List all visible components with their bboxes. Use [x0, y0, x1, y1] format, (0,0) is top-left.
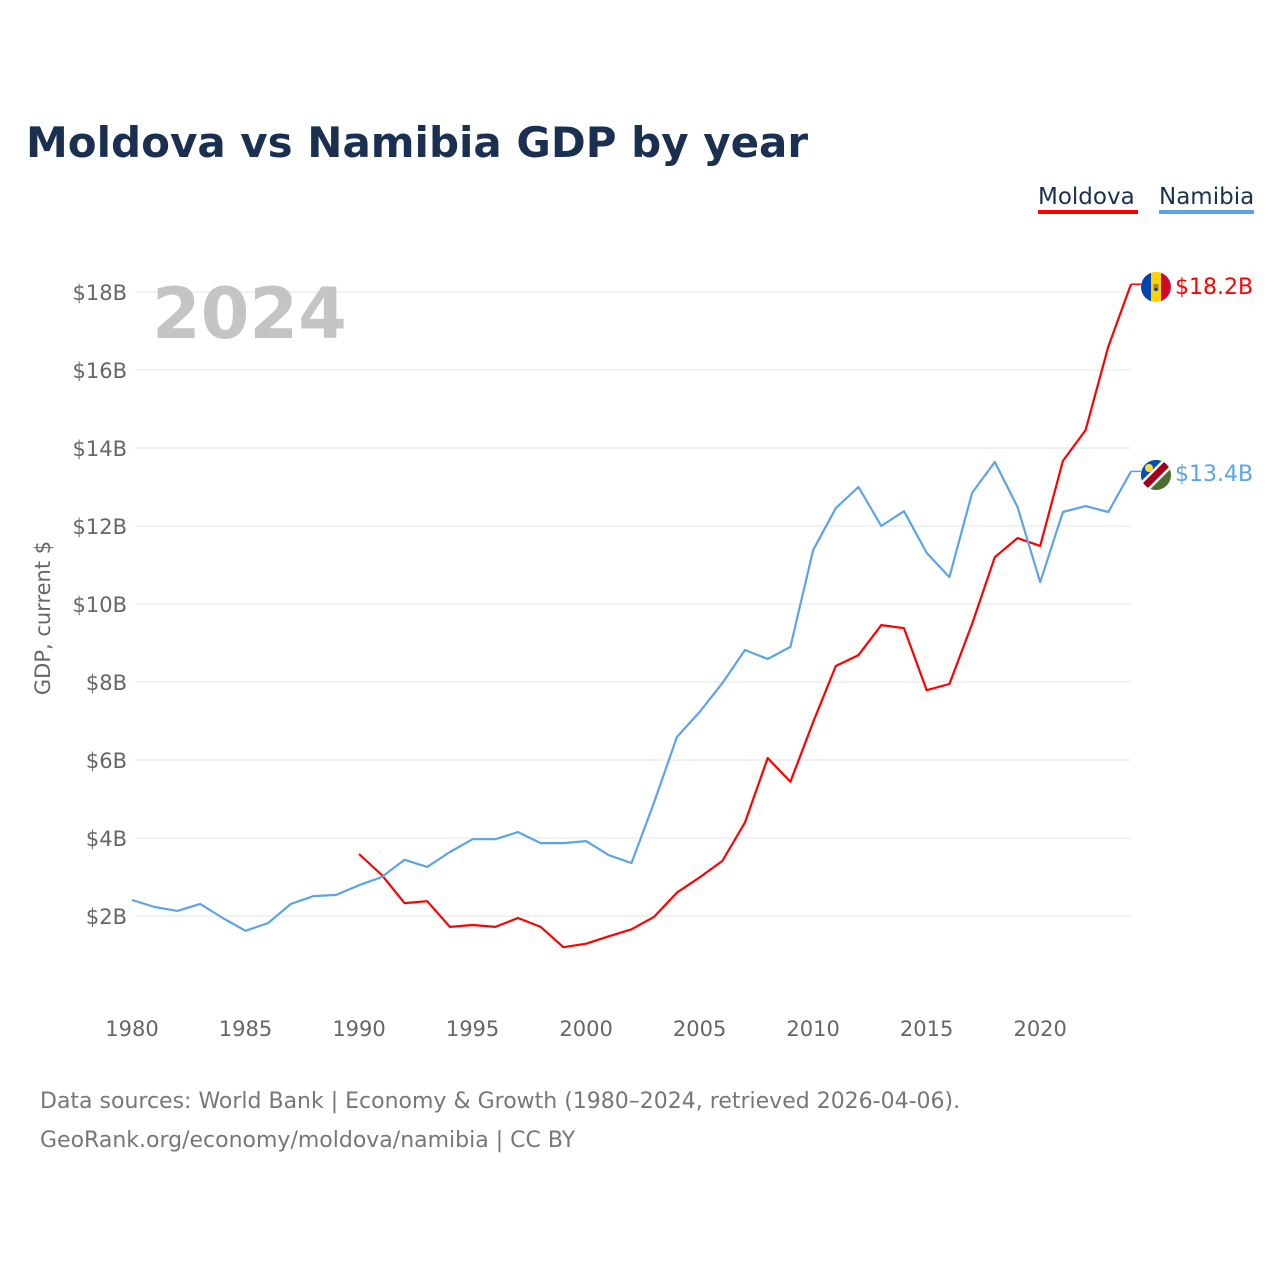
legend-label-moldova: Moldova [1038, 184, 1135, 210]
legend-item-moldova[interactable]: Moldova [1038, 184, 1138, 214]
x-tick-label: 2000 [559, 1017, 612, 1041]
y-tick-label: $10B [73, 593, 128, 617]
x-tick-label: 2020 [1013, 1017, 1066, 1041]
gridlines [135, 291, 1131, 917]
x-tick-label: 1990 [332, 1017, 385, 1041]
y-tick-label: $18B [73, 281, 128, 305]
y-tick-label: $6B [86, 749, 127, 773]
y-tick-label: $12B [73, 515, 128, 539]
chart-title: Moldova vs Namibia GDP by year [26, 118, 808, 167]
y-tick-label: $8B [86, 671, 127, 695]
moldova-end-label: $18.2B [1175, 275, 1253, 300]
x-tick-label: 2005 [673, 1017, 726, 1041]
x-tick-label: 2010 [786, 1017, 839, 1041]
footer-link[interactable]: GeoRank.org/economy/moldova/namibia | CC… [40, 1128, 576, 1153]
year-watermark: 2024 [152, 273, 347, 355]
x-axis-ticks: 1980 1985 1990 1995 2000 2005 2010 2015 2020 [105, 1017, 1067, 1041]
x-tick-label: 2015 [900, 1017, 953, 1041]
series-lines [131, 283, 1141, 949]
y-tick-label: $4B [86, 827, 127, 851]
series-line-moldova [358, 283, 1133, 949]
moldova-flag-icon [1141, 272, 1171, 302]
y-tick-label: $2B [86, 905, 127, 929]
legend-swatch-namibia [1159, 210, 1254, 214]
y-tick-label: $14B [73, 437, 128, 461]
y-tick-label: $16B [73, 359, 128, 383]
y-axis-ticks: $2B $4B $6B $8B $10B $12B $14B $16B $18B [73, 281, 128, 929]
namibia-flag-icon [1141, 460, 1171, 490]
legend-item-namibia[interactable]: Namibia [1159, 184, 1254, 214]
legend-label-namibia: Namibia [1159, 184, 1254, 210]
series-line-namibia [131, 460, 1132, 932]
y-axis-label: GDP, current $ [31, 541, 55, 695]
footer-sources: Data sources: World Bank | Economy & Gro… [40, 1089, 960, 1114]
legend-swatch-moldova [1038, 210, 1138, 214]
x-tick-label: 1995 [446, 1017, 499, 1041]
namibia-end-label: $13.4B [1175, 462, 1253, 487]
x-tick-label: 1985 [219, 1017, 272, 1041]
x-tick-label: 1980 [105, 1017, 158, 1041]
legend: Moldova Namibia [1038, 184, 1254, 214]
